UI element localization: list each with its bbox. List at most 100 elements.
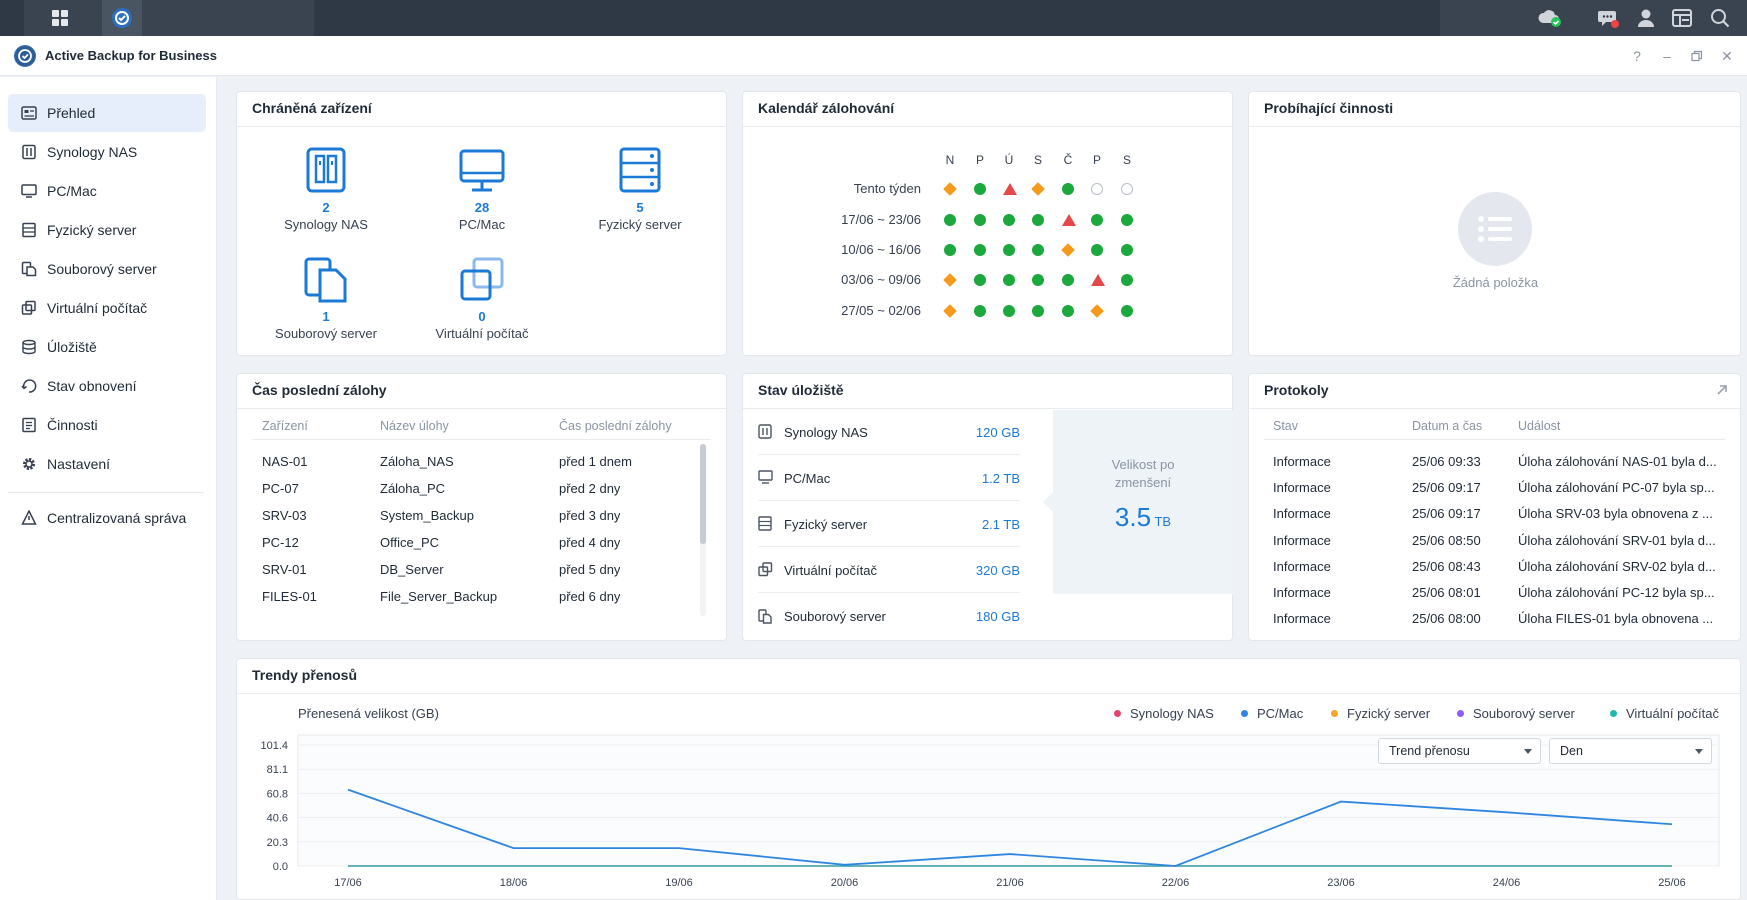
table-row[interactable]: Informace 25/06 08:43 Úloha zálohování SRV… (1249, 559, 1739, 579)
column-header-device[interactable]: Zařízení (262, 419, 308, 433)
table-row[interactable]: Informace 25/06 09:17 Úloha zálohování PC-… (1249, 480, 1739, 500)
table-row[interactable]: Informace 25/06 08:00 Úloha FILES-01 byla … (1249, 611, 1739, 631)
calendar-status-none[interactable] (1121, 183, 1133, 195)
storage-row-value: 1.2 TB (981, 470, 1020, 486)
sidebar-item-settings[interactable]: Nastavení (8, 445, 206, 483)
calendar-status-error[interactable] (1062, 214, 1076, 226)
scrollbar-thumb[interactable] (700, 444, 706, 544)
device-virtual-machine[interactable]: 0 Virtuální počítač (407, 256, 557, 341)
help-button[interactable]: ? (1633, 48, 1641, 64)
calendar-status-error[interactable] (1091, 274, 1105, 286)
reduced-size-label: Velikost po zmenšení (1111, 457, 1175, 490)
cloud-sync-button[interactable] (1532, 0, 1568, 36)
calendar-status-none[interactable] (1091, 183, 1103, 195)
main-menu-button[interactable] (40, 0, 80, 36)
column-header-time[interactable]: Čas poslední zálohy (559, 419, 672, 433)
legend-synology-nas[interactable]: Synology NAS (1114, 706, 1214, 721)
sidebar-item-activities[interactable]: Činnosti (8, 406, 206, 444)
device-file-server[interactable]: 1 Souborový server (251, 256, 401, 341)
calendar-status-success[interactable] (944, 244, 956, 256)
close-button[interactable]: ✕ (1721, 47, 1733, 64)
sidebar-item-restore-status[interactable]: Stav obnovení (8, 367, 206, 405)
calendar-status-success[interactable] (1003, 244, 1015, 256)
sidebar-item-overview[interactable]: Přehled (8, 94, 206, 132)
notifications-button[interactable] (1590, 0, 1626, 36)
trend-period-select[interactable]: Den (1549, 738, 1712, 764)
calendar-status-success[interactable] (974, 244, 986, 256)
calendar-status-success[interactable] (1003, 305, 1015, 317)
taskbar-active-backup-button[interactable] (102, 0, 142, 36)
sidebar-item-central-management[interactable]: Centralizovaná správa (8, 499, 206, 537)
table-row[interactable]: PC-12 Office_PC před 4 dny (237, 535, 687, 555)
calendar-status-success[interactable] (1091, 244, 1103, 256)
calendar-status-success[interactable] (974, 214, 986, 226)
storage-row-file-server[interactable]: Souborový server 180 GB (758, 594, 1020, 639)
sidebar-item-label: Nastavení (47, 456, 111, 472)
calendar-status-success[interactable] (1003, 274, 1015, 286)
user-button[interactable] (1628, 0, 1664, 36)
sidebar-item-physical-server[interactable]: Fyzický server (8, 211, 206, 249)
widgets-button[interactable] (1664, 0, 1700, 36)
storage-row-pc-mac[interactable]: PC/Mac 1.2 TB (758, 456, 1020, 501)
sidebar-item-pc-mac[interactable]: PC/Mac (8, 172, 206, 210)
table-row[interactable]: FILES-01 File_Server_Backup před 6 dny (237, 589, 687, 609)
calendar-status-success[interactable] (1032, 274, 1044, 286)
sidebar-item-synology-nas[interactable]: Synology NAS (8, 133, 206, 171)
calendar-status-success[interactable] (1032, 305, 1044, 317)
table-row[interactable]: NAS-01 Záloha_NAS před 1 dnem (237, 454, 687, 474)
calendar-status-success[interactable] (1032, 214, 1044, 226)
legend-file-server[interactable]: Souborový server (1457, 706, 1575, 721)
table-cell: 25/06 08:01 (1412, 585, 1481, 600)
table-cell: 25/06 08:43 (1412, 558, 1481, 574)
calendar-status-success[interactable] (944, 214, 956, 226)
table-row[interactable]: SRV-01 DB_Server před 5 dny (237, 562, 687, 582)
column-header-event[interactable]: Událost (1518, 419, 1561, 433)
restore-button[interactable] (1685, 45, 1709, 67)
storage-row-nas[interactable]: Synology NAS 120 GB (758, 410, 1020, 455)
column-header-datetime[interactable]: Datum a čas (1412, 419, 1483, 433)
table-row[interactable]: Informace 25/06 08:01 Úloha zálohování PC-… (1249, 585, 1739, 605)
calendar-status-success[interactable] (974, 274, 986, 286)
storage-row-virtual-machine[interactable]: Virtuální počítač 320 GB (758, 548, 1020, 593)
calendar-status-success[interactable] (974, 183, 986, 195)
calendar-status-success[interactable] (1091, 214, 1103, 226)
table-row[interactable]: SRV-03 System_Backup před 3 dny (237, 508, 687, 528)
calendar-status-success[interactable] (1121, 305, 1133, 317)
protected-devices-card: Chráněná zařízení 2 Synology NAS 28 PC/M… (236, 91, 727, 356)
table-cell: Informace (1273, 532, 1331, 548)
calendar-status-success[interactable] (1032, 244, 1044, 256)
minimize-button[interactable]: – (1663, 48, 1671, 64)
calendar-status-success[interactable] (1121, 214, 1133, 226)
calendar-status-success[interactable] (1003, 214, 1015, 226)
legend-physical-server[interactable]: Fyzický server (1331, 706, 1430, 721)
legend-pc-mac[interactable]: PC/Mac (1241, 706, 1303, 721)
calendar-status-success[interactable] (1062, 274, 1074, 286)
expand-button[interactable] (1716, 384, 1728, 399)
sidebar-item-file-server[interactable]: Souborový server (8, 250, 206, 288)
storage-row-physical-server[interactable]: Fyzický server 2.1 TB (758, 502, 1020, 547)
calendar-status-success[interactable] (1062, 183, 1074, 195)
table-cell: System_Backup (380, 508, 474, 523)
column-header-task[interactable]: Název úlohy (380, 419, 449, 433)
search-button[interactable] (1702, 0, 1738, 36)
table-row[interactable]: PC-07 Záloha_PC před 2 dny (237, 481, 687, 501)
trend-type-select[interactable]: Trend přenosu (1378, 738, 1541, 764)
calendar-status-error[interactable] (1003, 183, 1017, 195)
table-cell: Informace (1273, 611, 1331, 627)
table-row[interactable]: Informace 25/06 09:33 Úloha zálohování NAS… (1249, 454, 1739, 474)
table-row[interactable]: Informace 25/06 09:17 Úloha SRV-03 byla ob… (1249, 506, 1739, 526)
table-row[interactable]: Informace 25/06 08:50 Úloha zálohování SRV… (1249, 533, 1739, 553)
sidebar-item-label: Centralizovaná správa (47, 510, 187, 526)
calendar-status-success[interactable] (1121, 274, 1133, 286)
legend-virtual-machine[interactable]: Virtuální počítač (1610, 706, 1719, 721)
device-physical-server[interactable]: 5 Fyzický server (565, 147, 715, 232)
sidebar-item-virtual-machine[interactable]: Virtuální počítač (8, 289, 206, 327)
calendar-status-success[interactable] (1121, 244, 1133, 256)
scrollbar-track[interactable] (700, 444, 706, 616)
calendar-status-success[interactable] (1062, 305, 1074, 317)
sidebar-item-storage[interactable]: Úložiště (8, 328, 206, 366)
device-synology-nas[interactable]: 2 Synology NAS (251, 147, 401, 232)
device-pc-mac[interactable]: 28 PC/Mac (407, 147, 557, 232)
column-header-status[interactable]: Stav (1273, 419, 1299, 433)
calendar-status-success[interactable] (974, 305, 986, 317)
